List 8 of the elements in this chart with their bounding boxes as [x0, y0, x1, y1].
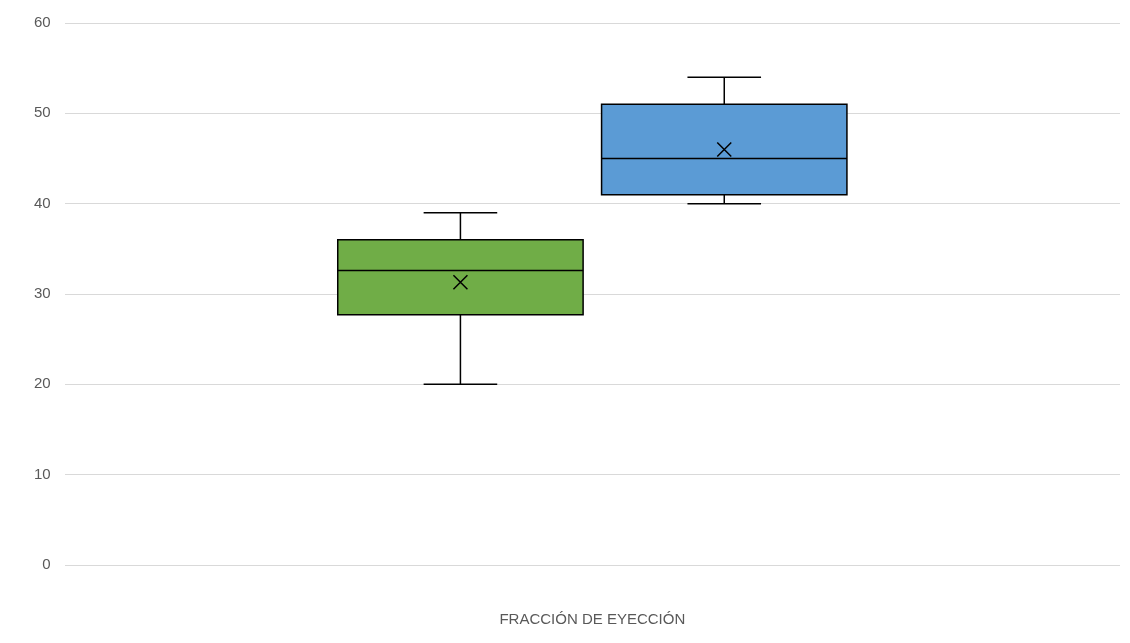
y-tick-label: 10 — [34, 464, 51, 482]
y-tick-label: 40 — [34, 193, 51, 211]
y-tick-label: 30 — [34, 284, 51, 302]
y-tick-label: 20 — [34, 374, 51, 392]
y-tick-label: 50 — [34, 103, 51, 121]
x-axis-title: FRACCIÓN DE EYECCIÓN — [499, 610, 686, 628]
y-tick-label: 0 — [42, 555, 51, 573]
y-tick-label: 60 — [34, 13, 51, 31]
